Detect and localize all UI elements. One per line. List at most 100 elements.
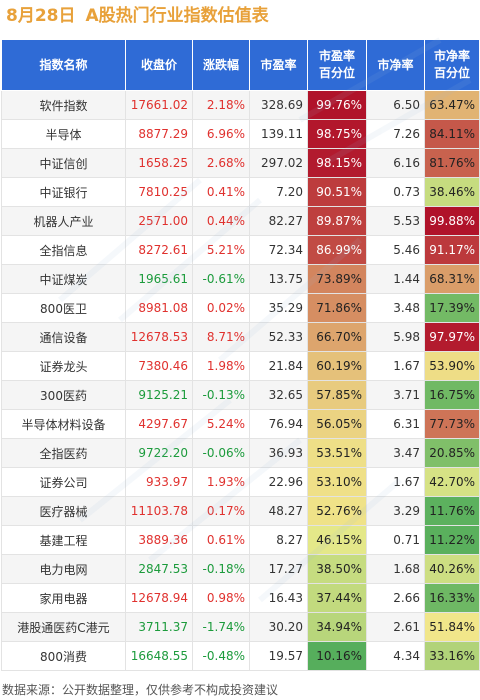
cell-close: 17661.02 [125,90,193,120]
table-row: 电力电网 2847.53 -0.18% 17.27 38.50% 1.68 40.26% [1,554,480,584]
table-row: 基建工程 3889.36 0.61% 8.27 46.15% 0.71 11.22% [1,525,480,555]
table-row: 医疗器械 11103.78 0.17% 48.27 52.76% 3.29 11.76% [1,496,480,526]
cell-pb-percentile: 11.76% [424,496,480,526]
cell-index-name: 800医卫 [1,293,126,323]
cell-pe-percentile: 98.75% [307,119,367,149]
cell-pe: 76.94 [249,409,308,439]
cell-pe-percentile: 57.85% [307,380,367,410]
cell-index-name: 全指信息 [1,235,126,265]
cell-change: 2.18% [192,90,250,120]
cell-pb: 3.71 [366,380,425,410]
cell-pe-percentile: 53.10% [307,467,367,497]
cell-pb-percentile: 20.85% [424,438,480,468]
header-pe: 市盈率 [249,39,308,91]
header-label: 百分位 [318,66,355,80]
cell-pb: 4.34 [366,641,425,671]
page-title: 8月28日 A股热门行业指数估值表 [6,2,269,30]
table-row: 中证煤炭 1965.61 -0.61% 13.75 73.89% 1.44 68.31% [1,264,480,294]
cell-pb-percentile: 77.73% [424,409,480,439]
cell-close: 3711.37 [125,612,193,642]
cell-close: 7380.46 [125,351,193,381]
cell-change: 0.02% [192,293,250,323]
cell-pe-percentile: 37.44% [307,583,367,613]
cell-pe: 36.93 [249,438,308,468]
table-row: 800消费 16648.55 -0.48% 19.57 10.16% 4.34 33.16% [1,641,480,671]
cell-pb: 5.46 [366,235,425,265]
cell-pb-percentile: 11.22% [424,525,480,555]
table-row: 全指医药 9722.20 -0.06% 36.93 53.51% 3.47 20.85% [1,438,480,468]
header-label: 市盈率 [318,49,355,63]
cell-pb-percentile: 68.31% [424,264,480,294]
cell-close: 7810.25 [125,177,193,207]
cell-close: 2571.00 [125,206,193,236]
cell-close: 8877.29 [125,119,193,149]
table-row: 通信设备 12678.53 8.71% 52.33 66.70% 5.98 97.97% [1,322,480,352]
cell-pb-percentile: 33.16% [424,641,480,671]
cell-index-name: 机器人产业 [1,206,126,236]
title-text: A股热门行业指数估值表 [85,6,269,26]
cell-pe: 139.11 [249,119,308,149]
cell-pb: 5.98 [366,322,425,352]
header-label: 指数名称 [39,57,88,72]
cell-pe-percentile: 52.76% [307,496,367,526]
header-close: 收盘价 [125,39,193,91]
cell-pe-percentile: 10.16% [307,641,367,671]
cell-pe-percentile: 99.76% [307,90,367,120]
cell-close: 8981.08 [125,293,193,323]
cell-change: -0.48% [192,641,250,671]
cell-close: 1658.25 [125,148,193,178]
cell-pe-percentile: 38.50% [307,554,367,584]
cell-pb-percentile: 91.17% [424,235,480,265]
cell-pe: 82.27 [249,206,308,236]
cell-pe-percentile: 73.89% [307,264,367,294]
table-row: 半导体材料设备 4297.67 5.24% 76.94 56.05% 6.31 77.73% [1,409,480,439]
cell-close: 9125.21 [125,380,193,410]
cell-change: 5.24% [192,409,250,439]
cell-index-name: 港股通医药C港元 [1,612,126,642]
cell-close: 16648.55 [125,641,193,671]
cell-pb-percentile: 40.26% [424,554,480,584]
cell-index-name: 通信设备 [1,322,126,352]
cell-index-name: 软件指数 [1,90,126,120]
cell-pb: 2.61 [366,612,425,642]
cell-pe-percentile: 56.05% [307,409,367,439]
header-index-name: 指数名称 [1,39,126,91]
cell-change: 0.44% [192,206,250,236]
header-label: 百分位 [433,66,470,80]
cell-close: 933.97 [125,467,193,497]
cell-change: 5.21% [192,235,250,265]
cell-change: 0.61% [192,525,250,555]
cell-pb: 2.66 [366,583,425,613]
header-label: 市净率 [433,49,470,63]
cell-index-name: 电力电网 [1,554,126,584]
cell-close: 8272.61 [125,235,193,265]
cell-pe-percentile: 60.19% [307,351,367,381]
cell-pb: 1.44 [366,264,425,294]
cell-pb-percentile: 51.84% [424,612,480,642]
footer-source: 数据来源：公开数据整理，仅供参考不构成投资建议 [2,683,279,697]
cell-pb-percentile: 38.46% [424,177,480,207]
cell-pe-percentile: 98.15% [307,148,367,178]
cell-pe: 21.84 [249,351,308,381]
valuation-table: 指数名称 收盘价 涨跌幅 市盈率 市盈率 百分位 市净率 市净率 百分位 软件指数 1… [1,39,480,671]
cell-pb-percentile: 16.33% [424,583,480,613]
cell-pe: 48.27 [249,496,308,526]
cell-change: 2.68% [192,148,250,178]
cell-index-name: 证券公司 [1,467,126,497]
table-row: 港股通医药C港元 3711.37 -1.74% 30.20 34.94% 2.61 51.8… [1,612,480,642]
cell-pb-percentile: 84.11% [424,119,480,149]
cell-pe-percentile: 34.94% [307,612,367,642]
cell-pe-percentile: 90.51% [307,177,367,207]
cell-pb-percentile: 81.76% [424,148,480,178]
cell-pb: 0.71 [366,525,425,555]
cell-pb: 1.68 [366,554,425,584]
header-label: 涨跌幅 [202,57,239,72]
cell-index-name: 半导体材料设备 [1,409,126,439]
cell-pe: 8.27 [249,525,308,555]
cell-pb-percentile: 42.70% [424,467,480,497]
cell-change: -1.74% [192,612,250,642]
table-row: 300医药 9125.21 -0.13% 32.65 57.85% 3.71 16.75% [1,380,480,410]
cell-index-name: 300医药 [1,380,126,410]
cell-index-name: 家用电器 [1,583,126,613]
cell-close: 3889.36 [125,525,193,555]
